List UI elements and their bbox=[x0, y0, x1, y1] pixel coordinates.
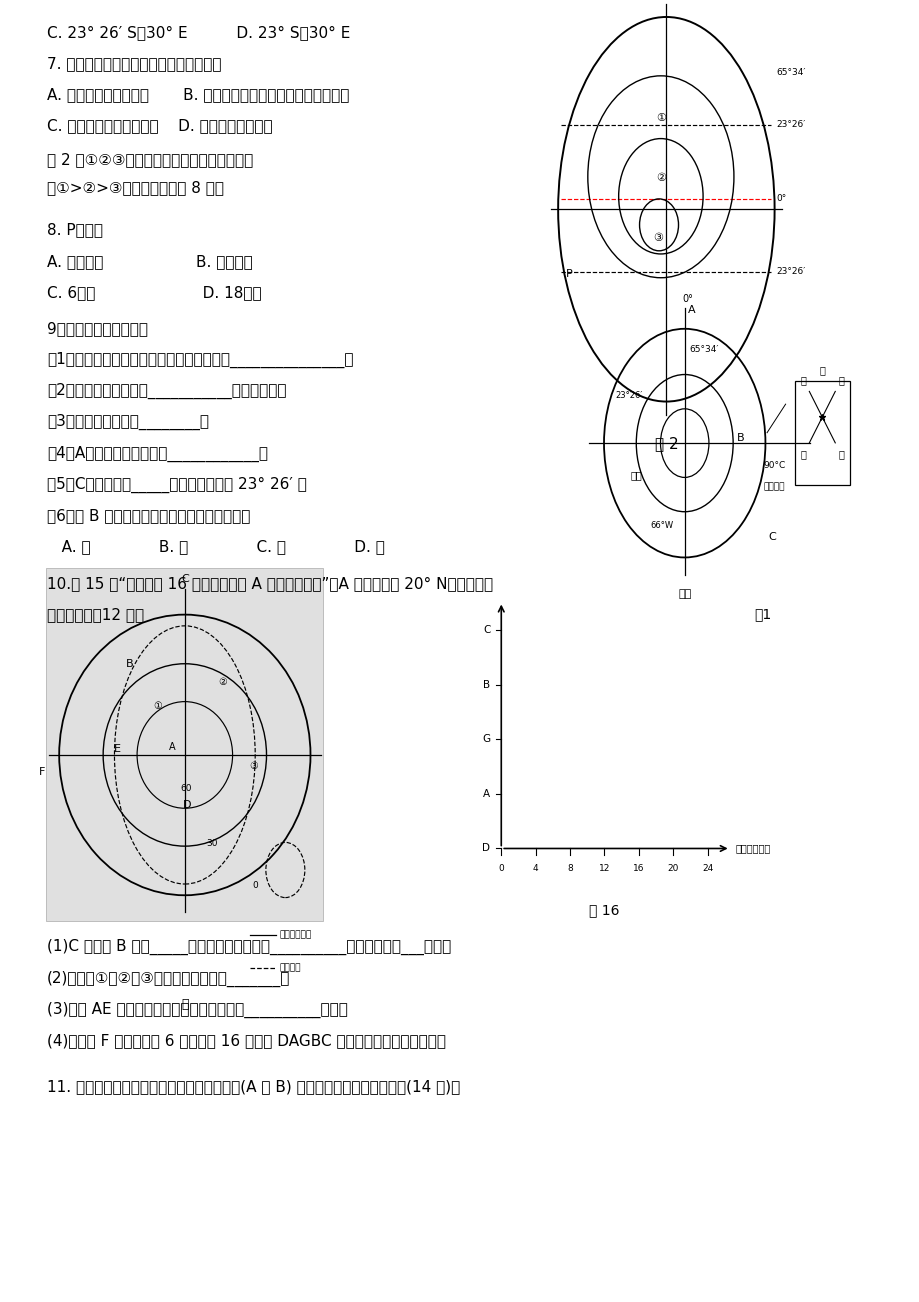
Text: （1）从图中可以看出，太阳高度的分布规律_______________。: （1）从图中可以看出，太阳高度的分布规律_______________。 bbox=[47, 352, 354, 368]
Text: 23°26′: 23°26′ bbox=[776, 267, 805, 276]
Text: B: B bbox=[126, 659, 133, 669]
Text: 7. 结合图中信息判断，下列说法正确的是: 7. 结合图中信息判断，下列说法正确的是 bbox=[47, 56, 221, 72]
Text: （2）该图的节气应该是___________（北半球）。: （2）该图的节气应该是___________（北半球）。 bbox=[47, 383, 287, 400]
Text: （①>②>③）。读图回答第 8 题。: （①>②>③）。读图回答第 8 题。 bbox=[47, 180, 224, 195]
Text: 9、读右图，回答问题：: 9、读右图，回答问题： bbox=[47, 322, 148, 336]
Text: C: C bbox=[181, 574, 188, 583]
Text: C. 乌鲁木齐此时烈日当空    D. 济南此时星斗满天: C. 乌鲁木齐此时烈日当空 D. 济南此时星斗满天 bbox=[47, 118, 273, 134]
Text: 图: 图 bbox=[181, 999, 188, 1012]
Text: 0: 0 bbox=[498, 865, 504, 874]
Text: 65°34′: 65°34′ bbox=[776, 68, 805, 77]
Text: 等昼长线: 等昼长线 bbox=[279, 963, 301, 973]
Text: 24: 24 bbox=[701, 865, 712, 874]
FancyBboxPatch shape bbox=[46, 568, 323, 922]
Text: ①: ① bbox=[655, 113, 665, 124]
Text: 23°26′: 23°26′ bbox=[776, 120, 805, 129]
Text: 90°C: 90°C bbox=[763, 461, 785, 470]
Text: 12: 12 bbox=[598, 865, 609, 874]
Text: A: A bbox=[482, 789, 490, 799]
Text: 8: 8 bbox=[567, 865, 573, 874]
Text: 60: 60 bbox=[180, 784, 192, 793]
Text: (4)若此时 F 点地方时为 6 时，在图 16 中画出 DAGBC 线此日的昼长变化折线图。: (4)若此时 F 点地方时为 6 时，在图 16 中画出 DAGBC 线此日的昼… bbox=[47, 1034, 446, 1048]
Text: D: D bbox=[183, 801, 191, 810]
Text: 图 2 中①②③为地球上某时刻太阳高度等値线: 图 2 中①②③为地球上某时刻太阳高度等値线 bbox=[47, 152, 254, 168]
Text: B: B bbox=[735, 434, 743, 443]
Text: 65°34′: 65°34′ bbox=[689, 345, 718, 354]
Text: 北: 北 bbox=[819, 366, 824, 375]
Text: F: F bbox=[39, 767, 45, 777]
Text: 经线: 经线 bbox=[677, 590, 690, 599]
Text: 16: 16 bbox=[632, 865, 644, 874]
Text: E: E bbox=[113, 745, 120, 754]
Text: ②: ② bbox=[655, 173, 665, 184]
Text: （5）C点的经度値_____（大于或小于） 23° 26′ 。: （5）C点的经度値_____（大于或小于） 23° 26′ 。 bbox=[47, 477, 307, 493]
Text: D: D bbox=[482, 844, 490, 854]
Text: 北回归线: 北回归线 bbox=[763, 482, 785, 491]
Text: 8. P点正当: 8. P点正当 bbox=[47, 223, 103, 237]
Text: C: C bbox=[768, 533, 776, 542]
Text: 等太阳高度线: 等太阳高度线 bbox=[279, 930, 312, 939]
Text: 4: 4 bbox=[532, 865, 538, 874]
Text: C. 6点钟                      D. 18点钟: C. 6点钟 D. 18点钟 bbox=[47, 285, 262, 299]
Text: 23°26′: 23°26′ bbox=[615, 391, 642, 400]
Text: 66°W: 66°W bbox=[650, 521, 673, 530]
Text: 30: 30 bbox=[207, 838, 218, 848]
Text: （4）A点所在经线的经度是____________。: （4）A点所在经线的经度是____________。 bbox=[47, 445, 268, 462]
Text: A. 日出时刻                   B. 日落时刻: A. 日出时刻 B. 日落时刻 bbox=[47, 254, 253, 268]
Text: （6）若 B 点有一直立旗杆，此时其影子应指向: （6）若 B 点有一直立旗杆，此时其影子应指向 bbox=[47, 508, 250, 523]
Text: C: C bbox=[482, 625, 490, 635]
Text: (3)弧线 AE 两点之间的实际最短距离大约是__________千米。: (3)弧线 AE 两点之间的实际最短距离大约是__________千米。 bbox=[47, 1001, 347, 1018]
Text: 图 2: 图 2 bbox=[653, 436, 677, 452]
Text: B: B bbox=[482, 680, 490, 690]
Text: (1)C 点位于 B 点的_____方向，其地理坐标是__________，此日昼长是___小时。: (1)C 点位于 B 点的_____方向，其地理坐标是__________，此日… bbox=[47, 939, 451, 956]
Text: 0°: 0° bbox=[776, 194, 786, 203]
Text: 丁: 丁 bbox=[837, 449, 843, 460]
Text: P: P bbox=[565, 270, 572, 279]
Text: 0: 0 bbox=[252, 881, 258, 891]
Text: 图 16: 图 16 bbox=[588, 904, 619, 917]
Text: 11. 右图是局部区域经绬网及太阳高度等値线(A 和 B) 示意图，读图回答下列问题(14 分)。: 11. 右图是局部区域经绬网及太阳高度等値线(A 和 B) 示意图，读图回答下列… bbox=[47, 1079, 460, 1094]
Text: （3）此时北京时间是________。: （3）此时北京时间是________。 bbox=[47, 414, 209, 431]
Text: A. 甲              B. 乙              C. 丙              D. 丁: A. 甲 B. 乙 C. 丙 D. 丁 bbox=[47, 539, 385, 555]
Text: 20: 20 bbox=[667, 865, 678, 874]
Text: 10.图 15 为“北京时间 16 点、太阳直射 A 点时的光照图”，A 点的是纬度 20° N。读图回答: 10.图 15 为“北京时间 16 点、太阳直射 A 点时的光照图”，A 点的是… bbox=[47, 575, 493, 591]
Text: A: A bbox=[169, 742, 176, 751]
Text: A: A bbox=[686, 305, 695, 315]
Text: 昼长（小时）: 昼长（小时） bbox=[734, 844, 769, 854]
Text: G: G bbox=[482, 734, 490, 745]
Text: 图1: 图1 bbox=[754, 608, 770, 621]
Text: ①: ① bbox=[153, 700, 162, 711]
Text: A. 酒泉此季节秋高气爽       B. 呼伦贝尔草原此季节风吹草低见牛羊: A. 酒泉此季节秋高气爽 B. 呼伦贝尔草原此季节风吹草低见牛羊 bbox=[47, 87, 349, 103]
Text: C. 23° 26′ S，30° E          D. 23° S，30° E: C. 23° 26′ S，30° E D. 23° S，30° E bbox=[47, 25, 350, 40]
Text: 下列问题。（12 分）: 下列问题。（12 分） bbox=[47, 607, 144, 622]
Text: 甲: 甲 bbox=[837, 375, 843, 385]
Text: (2)等値线①、②、③中，昼长最短的是_______。: (2)等値线①、②、③中，昼长最短的是_______。 bbox=[47, 970, 290, 987]
Text: 伦敦: 伦敦 bbox=[630, 470, 641, 480]
Text: ③: ③ bbox=[249, 762, 258, 771]
Text: 乙: 乙 bbox=[800, 375, 806, 385]
Text: 0°: 0° bbox=[681, 294, 692, 303]
Text: ③: ③ bbox=[652, 233, 663, 243]
Text: ②: ② bbox=[218, 677, 227, 687]
Text: 丙: 丙 bbox=[800, 449, 806, 460]
